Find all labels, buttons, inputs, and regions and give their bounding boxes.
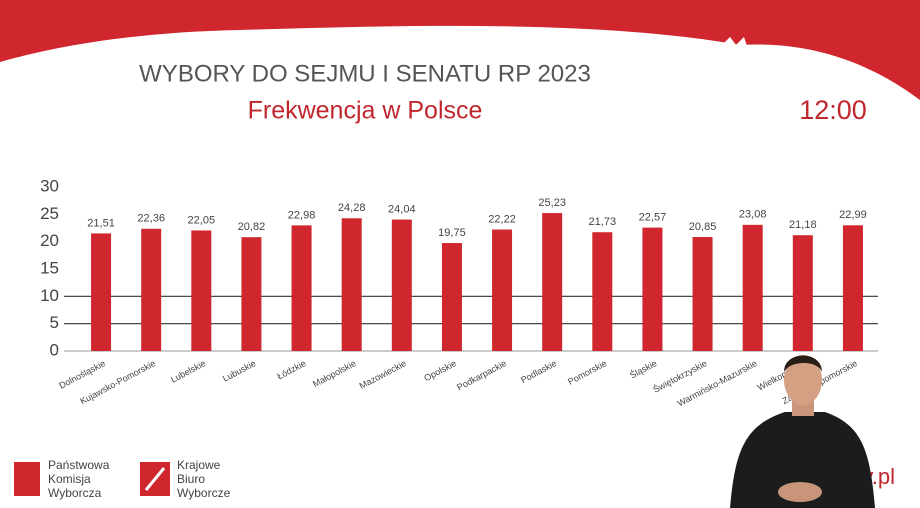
x-tick-label: Lubuskie <box>221 358 258 384</box>
value-label: 22,98 <box>288 209 316 221</box>
x-tick-label: Lubelskie <box>169 358 207 385</box>
x-tick-label: Podkarpackie <box>455 358 508 392</box>
logo-text: Biuro <box>177 472 205 486</box>
bar <box>492 229 513 351</box>
bar <box>742 224 763 351</box>
value-label: 23,08 <box>739 209 767 221</box>
bar <box>642 227 663 351</box>
y-tick-label: 30 <box>40 176 59 195</box>
value-label: 21,18 <box>789 219 817 231</box>
bar <box>341 218 362 351</box>
value-label: 20,82 <box>238 221 266 233</box>
y-tick-label: 10 <box>40 286 59 305</box>
bar <box>542 213 563 351</box>
logo-text: Państwowa <box>48 458 110 472</box>
x-tick-label: Małopolskie <box>311 358 358 389</box>
bar <box>391 219 412 351</box>
value-label: 25,23 <box>538 197 566 209</box>
x-tick-label: Łódzkie <box>276 358 308 381</box>
interpreter-hair <box>784 355 822 372</box>
value-label: 22,57 <box>639 212 667 224</box>
y-tick-label: 5 <box>50 313 59 332</box>
bar <box>441 243 462 351</box>
bar <box>291 225 312 351</box>
bar <box>592 232 613 351</box>
value-label: 21,51 <box>87 217 115 229</box>
y-tick-label: 25 <box>40 204 59 223</box>
value-label: 22,36 <box>137 213 165 225</box>
value-label: 22,22 <box>488 213 516 225</box>
value-label: 24,04 <box>388 203 416 215</box>
bar <box>792 235 813 351</box>
logo-text: Wyborcza <box>48 486 102 500</box>
title: WYBORY DO SEJMU I SENATU RP 2023 <box>139 60 591 87</box>
eagle-emblem <box>710 37 756 126</box>
kbw-logo-mark <box>144 467 166 491</box>
pkw-logo <box>14 462 40 496</box>
value-label: 22,05 <box>188 214 216 226</box>
y-tick-label: 15 <box>40 258 59 277</box>
x-tick-label: Mazowieckie <box>358 358 408 391</box>
interpreter-neck <box>792 400 814 416</box>
logo-text: Wyborcze <box>177 486 231 500</box>
x-tick-label: Podlaskie <box>519 358 558 385</box>
x-tick-label: Opolskie <box>422 358 458 383</box>
bar <box>91 233 112 351</box>
x-tick-label: Pomorskie <box>566 358 608 387</box>
interpreter-head <box>784 355 822 405</box>
logo-text: Krajowe <box>177 458 221 472</box>
y-tick-label: 20 <box>40 231 59 250</box>
interpreter-body <box>730 412 875 508</box>
x-tick-label: Śląskie <box>628 357 659 380</box>
logo-text: Komisja <box>48 472 91 486</box>
sign-language-interpreter <box>730 355 875 508</box>
header-wave <box>0 0 920 100</box>
bar <box>141 228 162 351</box>
value-label: 22,99 <box>839 209 867 221</box>
value-label: 21,73 <box>589 216 617 228</box>
plot: 05101520253021,51Dolnośląskie22,36Kujaws… <box>40 176 878 408</box>
value-label: 19,75 <box>438 227 466 239</box>
subtitle: Frekwencja w Polsce <box>248 97 483 125</box>
y-tick-label: 0 <box>50 340 59 359</box>
bar <box>692 237 713 351</box>
interpreter-hands <box>778 482 822 502</box>
bar <box>191 230 212 351</box>
value-label: 20,85 <box>689 221 717 233</box>
bar <box>241 237 262 351</box>
value-label: 24,28 <box>338 202 366 214</box>
clock: 12:00 <box>799 95 867 125</box>
bar <box>842 225 863 351</box>
